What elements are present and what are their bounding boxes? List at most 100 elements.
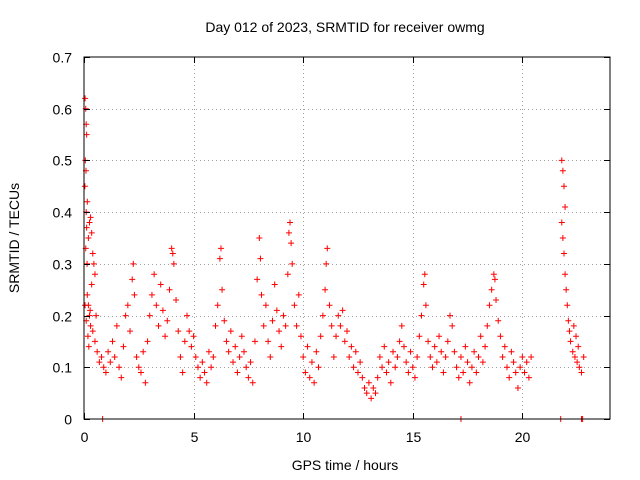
data-point xyxy=(484,322,491,329)
data-point xyxy=(411,374,418,381)
data-point xyxy=(559,167,566,174)
data-point xyxy=(83,131,90,138)
data-point xyxy=(315,364,322,371)
data-point xyxy=(490,271,497,278)
data-point xyxy=(86,312,93,319)
data-point xyxy=(433,359,440,366)
data-point xyxy=(179,369,186,376)
data-point xyxy=(427,353,434,360)
data-point xyxy=(573,333,580,340)
data-point xyxy=(184,312,191,319)
data-point xyxy=(564,302,571,309)
data-point xyxy=(197,374,204,381)
data-point xyxy=(418,312,425,319)
data-point xyxy=(129,276,136,283)
y-tick-label: 0.1 xyxy=(53,360,73,376)
data-point xyxy=(249,379,256,386)
y-tick-label: 0.7 xyxy=(53,50,73,66)
data-point xyxy=(87,307,94,314)
data-point xyxy=(420,281,427,288)
data-point xyxy=(379,364,386,371)
y-tick-label: 0.5 xyxy=(53,153,73,169)
data-point xyxy=(113,322,120,329)
data-point xyxy=(288,240,295,247)
data-point xyxy=(479,359,486,366)
y-tick-label: 0.3 xyxy=(53,257,73,273)
data-point xyxy=(477,333,484,340)
x-tick-label: 5 xyxy=(191,429,199,445)
data-point xyxy=(181,338,188,345)
data-point xyxy=(341,338,348,345)
data-point xyxy=(313,348,320,355)
data-point xyxy=(186,328,193,335)
data-point xyxy=(317,333,324,340)
data-point xyxy=(164,317,171,324)
data-point xyxy=(118,374,125,381)
x-axis-label: GPS time / hours xyxy=(292,457,399,473)
data-point xyxy=(570,322,577,329)
data-point xyxy=(243,364,250,371)
data-point xyxy=(127,328,134,335)
data-point xyxy=(254,276,261,283)
data-point xyxy=(324,245,331,252)
data-point xyxy=(85,343,92,350)
data-point xyxy=(365,379,372,386)
data-point xyxy=(265,338,272,345)
data-point xyxy=(571,353,578,360)
data-point xyxy=(558,157,565,164)
data-point xyxy=(575,343,582,350)
data-point xyxy=(398,322,405,329)
data-point xyxy=(262,302,269,309)
data-point xyxy=(137,369,144,376)
data-point xyxy=(563,286,570,293)
data-point xyxy=(308,359,315,366)
data-point xyxy=(528,353,535,360)
x-tick-label: 0 xyxy=(81,429,89,445)
data-point xyxy=(245,374,252,381)
data-point xyxy=(297,333,304,340)
data-point xyxy=(444,338,451,345)
data-point xyxy=(276,328,283,335)
data-point xyxy=(142,379,149,386)
data-point xyxy=(122,312,129,319)
data-point xyxy=(203,379,210,386)
data-point xyxy=(311,379,318,386)
data-point xyxy=(566,328,573,335)
data-point xyxy=(501,343,508,350)
data-point xyxy=(330,353,337,360)
data-point xyxy=(407,348,414,355)
data-point xyxy=(216,255,223,262)
data-point xyxy=(381,343,388,350)
data-point xyxy=(210,353,217,360)
data-point xyxy=(385,359,392,366)
data-point xyxy=(403,359,410,366)
data-point xyxy=(102,369,109,376)
data-point xyxy=(234,369,241,376)
data-point xyxy=(558,219,565,226)
data-point xyxy=(100,364,107,371)
data-point xyxy=(94,348,101,355)
data-point xyxy=(319,312,326,319)
data-point xyxy=(91,338,98,345)
data-point xyxy=(453,364,460,371)
data-point xyxy=(284,271,291,278)
data-point xyxy=(148,291,155,298)
data-point xyxy=(282,322,289,329)
data-point xyxy=(486,302,493,309)
data-point xyxy=(372,390,379,397)
data-point xyxy=(247,359,254,366)
data-point xyxy=(368,395,375,402)
data-point xyxy=(455,374,462,381)
data-point xyxy=(471,348,478,355)
data-point xyxy=(466,379,473,386)
data-point xyxy=(387,379,394,386)
data-point xyxy=(155,322,162,329)
data-point xyxy=(363,390,370,397)
data-point xyxy=(84,198,91,205)
data-point xyxy=(188,343,195,350)
data-point xyxy=(335,312,342,319)
data-point xyxy=(208,364,215,371)
data-point xyxy=(93,312,100,319)
plot-frame xyxy=(83,56,611,420)
